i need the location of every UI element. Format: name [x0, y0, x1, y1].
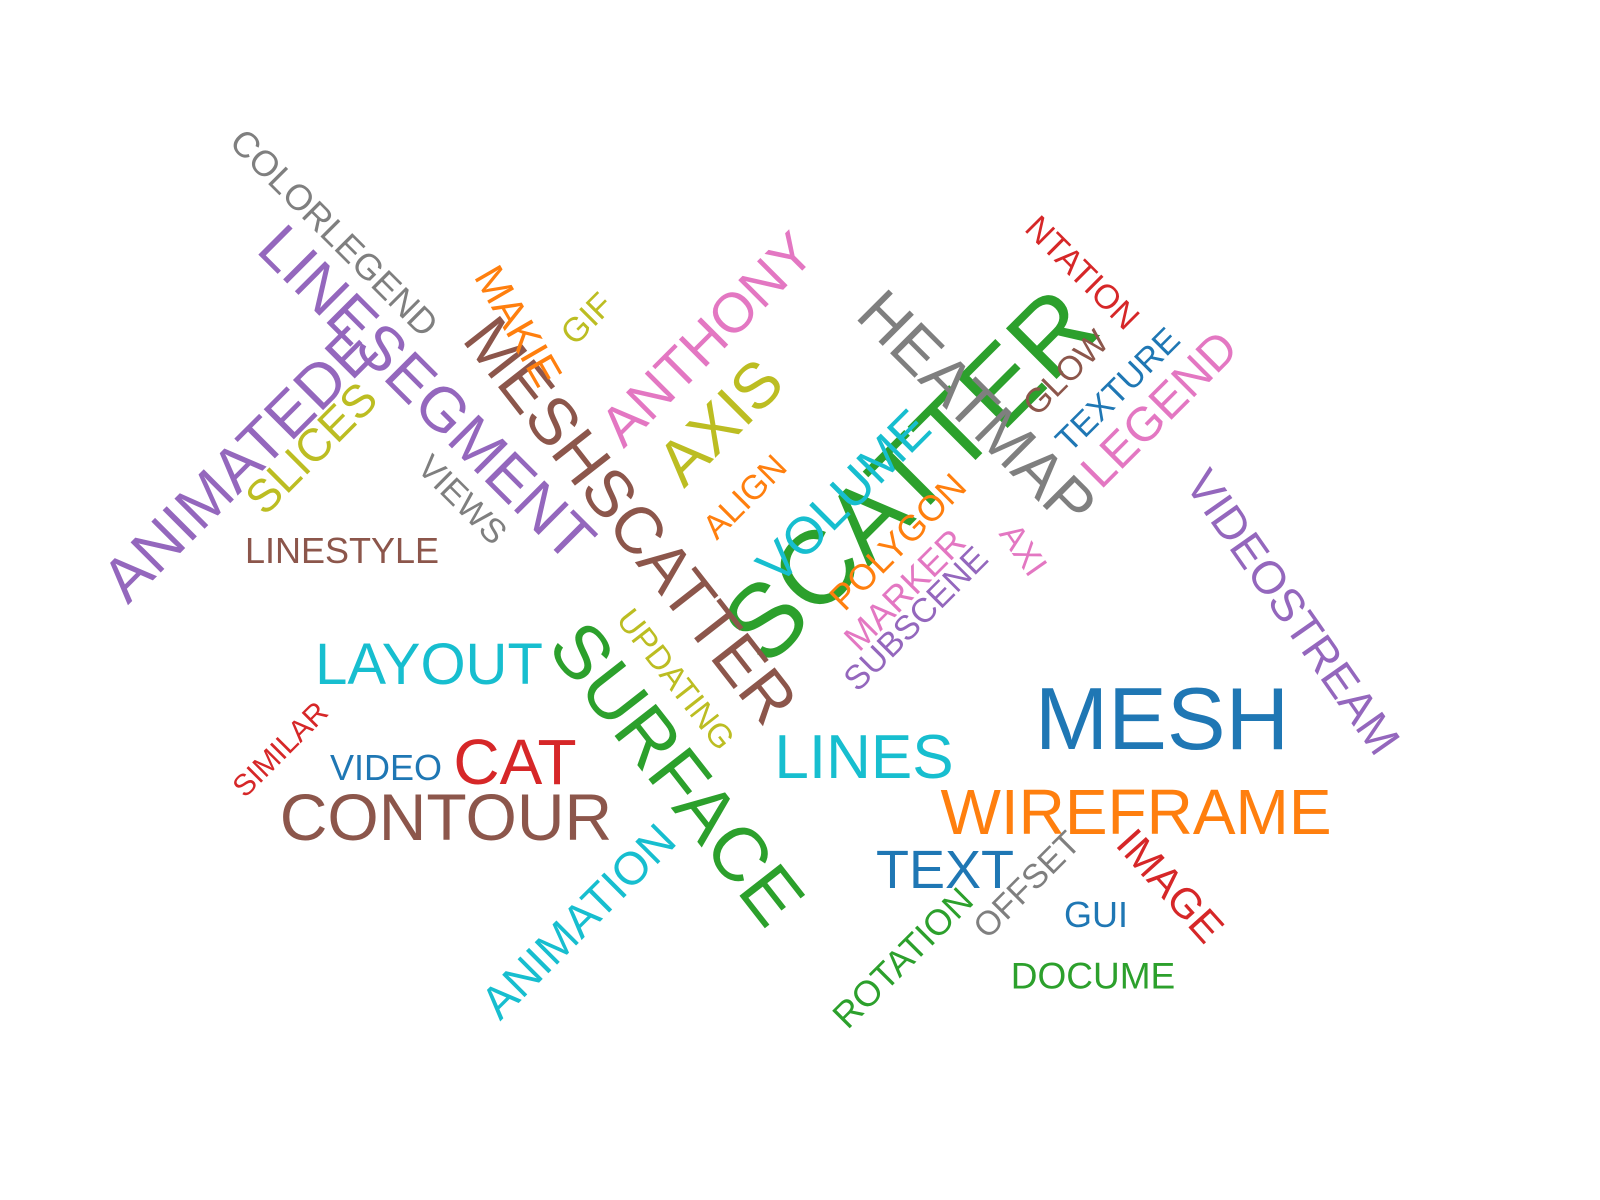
word-layout: LAYOUT: [315, 632, 543, 697]
word-mesh: MESH: [1034, 669, 1290, 768]
word-docume: DOCUME: [1010, 955, 1176, 997]
word-lines: LINES: [774, 723, 954, 792]
word-gif: GIF: [553, 285, 621, 353]
word-wireframe: WIREFRAME: [940, 776, 1332, 848]
word-video: VIDEO: [329, 747, 443, 788]
word-cat: CAT: [453, 726, 577, 798]
word-linestyle: LINESTYLE: [244, 530, 440, 571]
word-gui: GUI: [1063, 894, 1129, 935]
word-text: TEXT: [875, 840, 1015, 900]
word-rotation: ROTATION: [824, 879, 982, 1037]
word-contour: CONTOUR: [279, 780, 613, 854]
